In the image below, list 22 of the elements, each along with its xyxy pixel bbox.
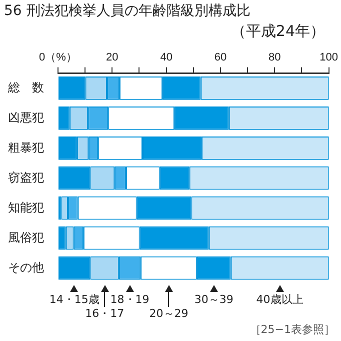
chart-subtitle: （平成24年） (230, 22, 325, 41)
y-tick-label: その他 (8, 260, 44, 274)
text: ［25−1表参照］ (250, 322, 335, 337)
series-label: 30～39 (193, 292, 234, 306)
x-tick-label: 80 (268, 52, 281, 64)
y-tick-label: 凶悪犯 (8, 110, 44, 124)
x-tick-label: 100 (320, 52, 338, 64)
x-tick-label: 40 (160, 52, 172, 64)
text: 16・17 (84, 306, 126, 320)
text: 20～29 (148, 306, 190, 320)
y-tick-label: 総 数 (7, 80, 44, 94)
chart-title: 56 刑法犯検挙人員の年齢階級別構成比 (4, 2, 250, 20)
series-label: 40歳以上 (255, 292, 304, 306)
y-tick-label: 知能犯 (8, 200, 44, 214)
y-tick-label: 窃盗犯 (8, 170, 44, 184)
x-tick-label: 60 (214, 52, 227, 64)
y-tick-label: 粗暴犯 (8, 140, 44, 154)
series-label: 14・15歳 (49, 292, 100, 306)
y-tick-label: 風俗犯 (8, 230, 44, 244)
series-label: 18・19 (110, 292, 150, 306)
x-tick-label: 20 (106, 52, 118, 64)
x-tick-label: 0（%） (39, 52, 77, 64)
